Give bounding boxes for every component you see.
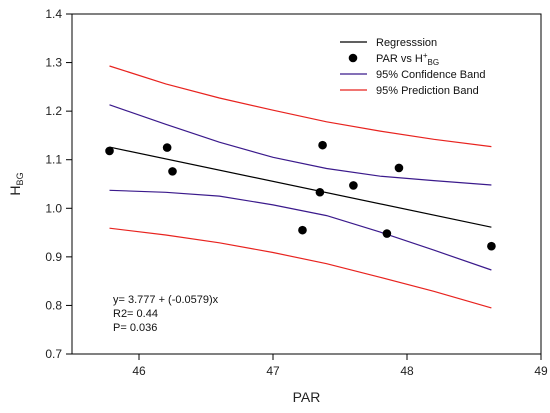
regression-stat-line: P= 0.036 [113, 322, 157, 334]
legend-label: 95% Prediction Band [376, 85, 479, 97]
confidence-band-line [109, 104, 492, 186]
data-points [105, 140, 496, 251]
y-axis-label-sub: BG [15, 172, 25, 185]
band-lines [109, 65, 492, 309]
data-point [105, 146, 114, 156]
y-tick-label: 1.4 [45, 7, 62, 21]
legend-label: 95% Confidence Band [376, 69, 485, 81]
regression-stats: y= 3.777 + (-0.0579)x R2= 0.44 P= 0.036 [113, 294, 219, 334]
legend-label: PAR vs H+BG [376, 51, 439, 67]
y-axis-label-main: H [7, 185, 23, 195]
x-axis-ticks: 46 47 48 49 [132, 354, 548, 378]
regression-stat-line: y= 3.777 + (-0.0579)x [113, 294, 219, 306]
legend-swatch-marker [348, 53, 358, 63]
y-tick-label: 1.1 [45, 153, 62, 167]
regression-line [109, 146, 492, 228]
y-tick-label: 0.9 [45, 250, 62, 264]
data-point [487, 241, 496, 251]
data-point [298, 225, 307, 235]
data-point [168, 167, 177, 176]
legend-label: Regresssion [376, 37, 437, 49]
plot-frame [71, 13, 542, 355]
data-point [394, 163, 404, 173]
x-tick-label: 48 [400, 364, 414, 378]
regression-stat-line: R2= 0.44 [113, 308, 158, 320]
y-tick-label: 0.7 [45, 347, 62, 361]
x-tick-label: 46 [132, 364, 146, 378]
x-tick-label: 49 [534, 364, 548, 378]
y-tick-label: 0.8 [45, 298, 62, 312]
y-tick-label: 1.3 [45, 56, 62, 70]
data-point [318, 140, 327, 150]
y-axis-label: HBG [7, 172, 25, 195]
data-point [382, 229, 392, 238]
confidence-band-line [109, 189, 492, 271]
prediction-band-line [109, 227, 492, 309]
legend: Regresssion PAR vs H+BG 95% Confidence Ban… [340, 37, 485, 97]
y-tick-label: 1.2 [45, 104, 62, 118]
regression-line-group [109, 146, 492, 228]
data-point [315, 187, 325, 197]
y-tick-label: 1.0 [45, 201, 62, 215]
prediction-band-line [109, 65, 492, 148]
x-axis-label: PAR [293, 389, 321, 405]
data-point [349, 181, 358, 190]
data-point [162, 143, 172, 152]
y-axis-ticks: 0.7 0.8 0.9 1.0 1.1 1.2 1.3 1.4 [45, 7, 72, 361]
x-tick-label: 47 [266, 364, 280, 378]
